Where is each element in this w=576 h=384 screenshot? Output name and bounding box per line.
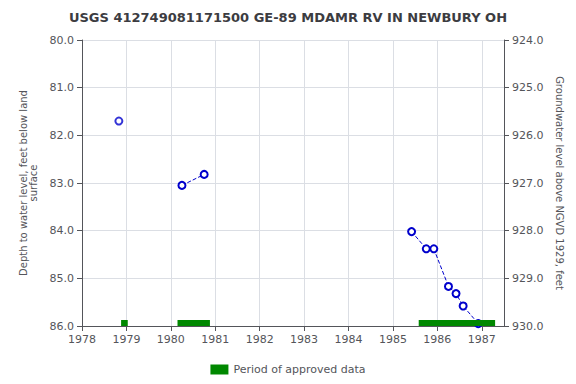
- svg-text:929.0: 929.0: [512, 272, 544, 285]
- svg-text:1984: 1984: [335, 333, 363, 346]
- svg-text:Depth to water level, feet bel: Depth to water level, feet below land: [18, 90, 30, 276]
- svg-text:1982: 1982: [246, 333, 274, 346]
- svg-text:81.0: 81.0: [50, 81, 75, 94]
- svg-text:1987: 1987: [468, 333, 496, 346]
- svg-text:85.0: 85.0: [50, 272, 75, 285]
- svg-text:86.0: 86.0: [50, 320, 75, 333]
- svg-text:925.0: 925.0: [512, 81, 544, 94]
- svg-text:930.0: 930.0: [512, 320, 544, 333]
- svg-text:84.0: 84.0: [50, 224, 75, 237]
- svg-text:82.0: 82.0: [50, 129, 75, 142]
- svg-text:926.0: 926.0: [512, 129, 544, 142]
- svg-text:1981: 1981: [201, 333, 229, 346]
- svg-text:83.0: 83.0: [50, 177, 75, 190]
- svg-text:surface: surface: [28, 165, 39, 202]
- svg-text:1983: 1983: [290, 333, 318, 346]
- svg-text:1985: 1985: [379, 333, 407, 346]
- svg-text:80.0: 80.0: [50, 34, 75, 47]
- svg-text:Groundwater level above NGVD 1: Groundwater level above NGVD 1929, feet: [554, 76, 565, 290]
- svg-text:Period of approved data: Period of approved data: [233, 363, 365, 376]
- svg-text:1979: 1979: [112, 333, 140, 346]
- svg-text:1978: 1978: [68, 333, 96, 346]
- svg-text:1986: 1986: [423, 333, 451, 346]
- svg-text:1980: 1980: [157, 333, 185, 346]
- svg-text:USGS 412749081171500 GE-89 MDA: USGS 412749081171500 GE-89 MDAMR RV IN N…: [69, 10, 507, 25]
- svg-text:928.0: 928.0: [512, 224, 544, 237]
- svg-text:927.0: 927.0: [512, 177, 544, 190]
- svg-text:924.0: 924.0: [512, 34, 544, 47]
